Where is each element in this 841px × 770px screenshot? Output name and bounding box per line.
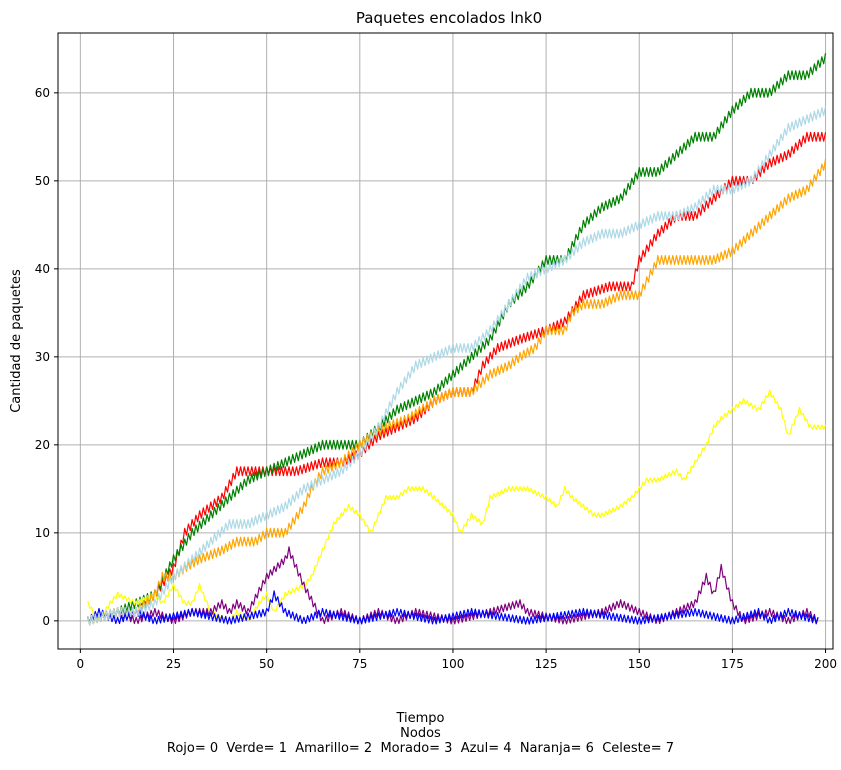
x-axis-caption: Tiempo Nodos Rojo= 0 Verde= 1 Amarillo= …	[0, 711, 841, 756]
x-axis-label: Tiempo	[396, 711, 445, 726]
series-line-5	[87, 158, 827, 626]
series-lines	[87, 53, 827, 626]
x-tick-label: 125	[535, 657, 558, 671]
plot-frame	[57, 32, 834, 650]
y-tick-label: 60	[35, 86, 50, 100]
y-tick-label: 0	[42, 614, 50, 628]
series-line-2	[87, 389, 827, 623]
series-line-3	[87, 546, 819, 625]
legend-title: Nodos	[400, 726, 441, 741]
series-line-6	[87, 105, 827, 626]
y-ticks: 0 10 20 30 40 50 60	[35, 86, 58, 628]
x-tick-label: 175	[721, 657, 744, 671]
chart-title: Paquetes encolados lnk0	[356, 9, 542, 27]
legend-text: Rojo= 0 Verde= 1 Amarillo= 2 Morado= 3 A…	[166, 741, 675, 756]
x-tick-label: 75	[352, 657, 367, 671]
x-tick-label: 25	[166, 657, 181, 671]
x-tick-label: 100	[441, 657, 464, 671]
y-tick-label: 10	[35, 526, 50, 540]
x-tick-label: 150	[628, 657, 651, 671]
y-tick-label: 50	[35, 174, 50, 188]
x-tick-label: 50	[259, 657, 274, 671]
y-axis-label: Cantidad de paquetes	[9, 269, 24, 413]
y-tick-label: 30	[35, 350, 50, 364]
series-line-1	[87, 53, 827, 626]
x-tick-label: 200	[814, 657, 837, 671]
x-ticks: 0 25 50 75 100 125 150 175 200	[77, 649, 837, 671]
series-line-4	[87, 590, 819, 625]
y-tick-label: 20	[35, 438, 50, 452]
x-tick-label: 0	[77, 657, 85, 671]
y-tick-label: 40	[35, 262, 50, 276]
